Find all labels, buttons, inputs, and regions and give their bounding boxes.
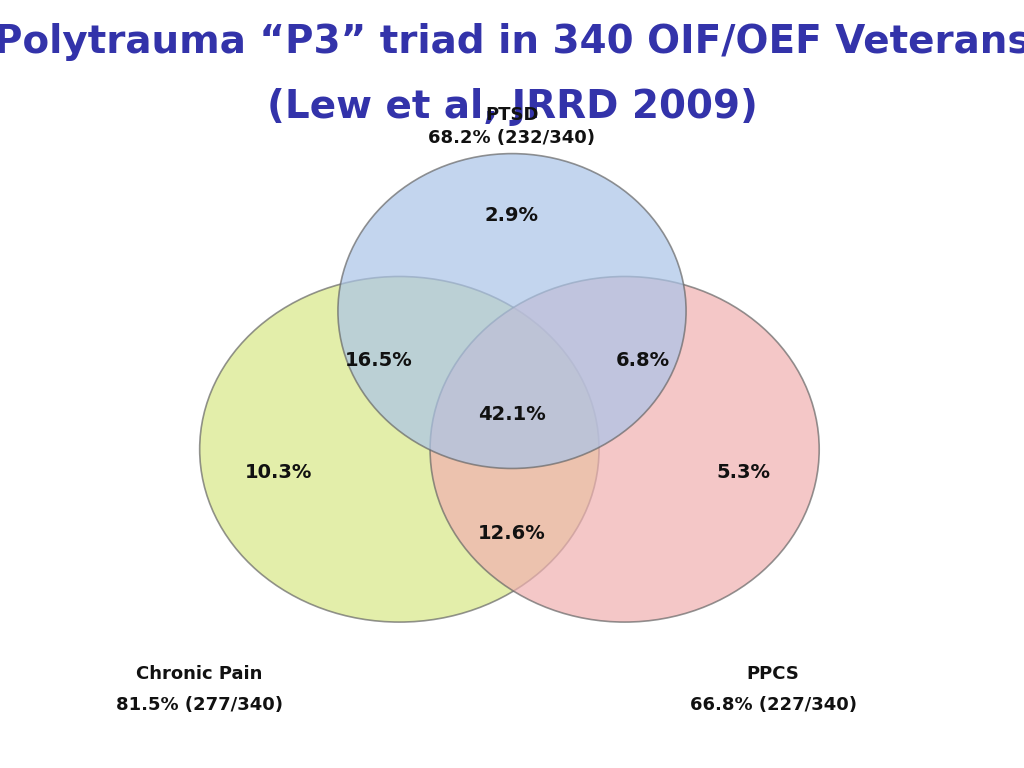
Ellipse shape xyxy=(430,276,819,622)
Text: 12.6%: 12.6% xyxy=(478,525,546,543)
Ellipse shape xyxy=(338,154,686,468)
Text: PPCS: PPCS xyxy=(746,665,800,684)
Ellipse shape xyxy=(200,276,599,622)
Text: Chronic Pain: Chronic Pain xyxy=(136,665,263,684)
Text: Polytrauma “P3” triad in 340 OIF/OEF Veterans: Polytrauma “P3” triad in 340 OIF/OEF Vet… xyxy=(0,23,1024,61)
Text: PTSD: PTSD xyxy=(485,106,539,124)
Text: 42.1%: 42.1% xyxy=(478,406,546,424)
Text: 6.8%: 6.8% xyxy=(616,352,670,370)
Text: 81.5% (277/340): 81.5% (277/340) xyxy=(116,696,284,714)
Text: 10.3%: 10.3% xyxy=(245,463,312,482)
Text: (Lew et al, JRRD 2009): (Lew et al, JRRD 2009) xyxy=(266,88,758,126)
Text: 16.5%: 16.5% xyxy=(345,352,413,370)
Text: 66.8% (227/340): 66.8% (227/340) xyxy=(689,696,857,714)
Text: 5.3%: 5.3% xyxy=(717,463,770,482)
Text: 68.2% (232/340): 68.2% (232/340) xyxy=(428,129,596,147)
Text: 2.9%: 2.9% xyxy=(485,206,539,224)
